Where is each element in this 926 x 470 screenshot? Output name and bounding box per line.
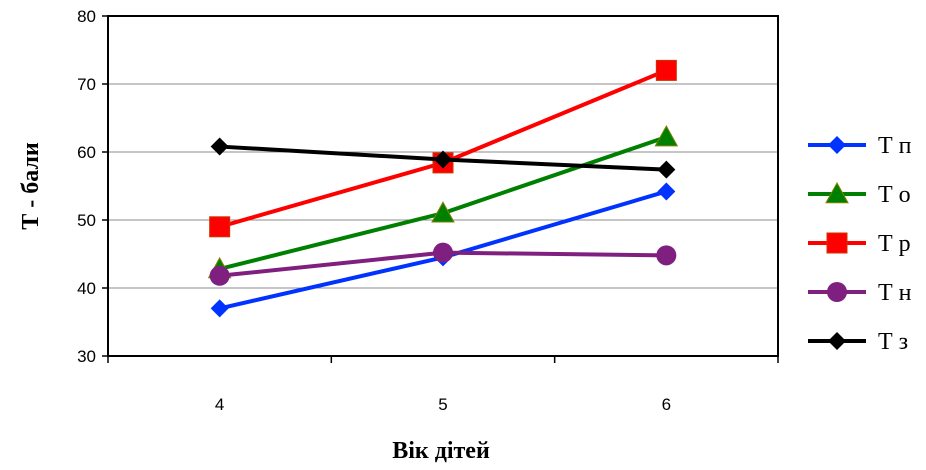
series-layer — [207, 59, 679, 318]
legend-item: Т н — [808, 280, 912, 306]
x-tick-label: 6 — [662, 395, 671, 414]
legend-label: Т н — [878, 280, 912, 306]
plot-area-frame — [107, 15, 779, 357]
data-point — [657, 182, 676, 201]
legend-marker — [828, 136, 846, 154]
legend-item: Т з — [808, 329, 908, 355]
y-tick-label: 40 — [77, 279, 96, 298]
y-tick-label: 70 — [77, 75, 96, 94]
legend-marker — [828, 332, 846, 350]
data-point — [655, 59, 677, 81]
series-4 — [209, 242, 677, 286]
legend-label: Т п — [878, 133, 912, 159]
data-point — [434, 150, 452, 169]
legend: Т п Т о Т р Т н Т з — [808, 133, 912, 355]
data-point — [433, 242, 453, 263]
legend-item: Т о — [808, 181, 911, 208]
y-tick-label: 30 — [77, 347, 96, 366]
legend-marker — [826, 232, 848, 254]
data-point — [209, 265, 230, 286]
y-tick-label: 80 — [77, 7, 96, 26]
x-axis-ticks: 4 5 6 — [107, 356, 779, 414]
data-point — [209, 216, 231, 238]
data-point — [654, 125, 679, 147]
legend-marker — [825, 181, 849, 204]
data-point — [657, 160, 676, 179]
data-point — [210, 299, 229, 318]
y-axis-title: Т - бали — [18, 142, 44, 230]
legend-label: Т о — [878, 182, 911, 208]
legend-label: Т з — [878, 329, 908, 355]
x-tick-label: 5 — [438, 395, 447, 414]
data-point — [656, 245, 677, 266]
x-tick-label: 4 — [215, 395, 224, 414]
legend-item: Т п — [808, 133, 912, 159]
data-point — [210, 137, 229, 156]
y-axis-ticks: 30 40 50 60 70 80 — [77, 7, 108, 366]
y-tick-label: 60 — [77, 143, 96, 162]
y-tick-label: 50 — [77, 211, 96, 230]
legend-label: Т р — [878, 231, 911, 257]
legend-item: Т р — [808, 231, 911, 257]
legend-marker — [827, 282, 847, 302]
series-5 — [210, 137, 676, 179]
data-point — [431, 201, 455, 223]
x-axis-title: Вік дітей — [392, 438, 490, 464]
